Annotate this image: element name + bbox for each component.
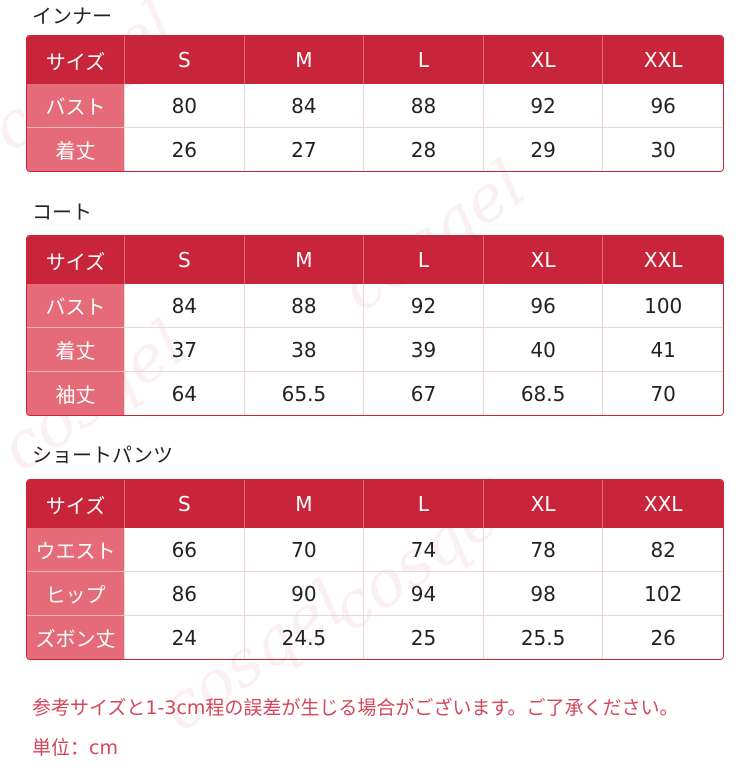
- table-cell: 82: [603, 528, 723, 572]
- row-label: 着丈: [27, 328, 125, 372]
- table-cell: 86: [125, 572, 245, 616]
- table-header-row: サイズ S M L XL XXL: [27, 236, 723, 284]
- table-cell: 92: [364, 284, 484, 328]
- row-label: ヒップ: [27, 572, 125, 616]
- table-cell: 41: [603, 328, 723, 372]
- header-cell: XXL: [603, 480, 723, 528]
- row-label: 着丈: [27, 128, 125, 171]
- table-cell: 94: [364, 572, 484, 616]
- table-cell: 102: [603, 572, 723, 616]
- table-cell: 96: [483, 284, 604, 328]
- header-cell: XL: [483, 236, 604, 284]
- header-cell: M: [244, 36, 365, 84]
- table-row: ズボン丈 24 24.5 25 25.5 26: [27, 616, 723, 659]
- table-cell: 84: [244, 84, 365, 128]
- table-cell: 67: [364, 372, 484, 415]
- table-cell: 70: [244, 528, 365, 572]
- table-cell: 64: [125, 372, 245, 415]
- size-table-inner: サイズ S M L XL XXL バスト 80 84 88 92 96 着丈 2…: [26, 35, 724, 172]
- table-cell: 70: [650, 381, 676, 406]
- header-cell: XXL: [603, 236, 723, 284]
- section-title-shorts: ショートパンツ: [32, 443, 173, 467]
- header-cell: L: [364, 36, 484, 84]
- table-cell: 90: [244, 572, 365, 616]
- header-cell: S: [125, 36, 245, 84]
- section-title-inner: インナー: [32, 4, 112, 28]
- header-cell: M: [244, 236, 365, 284]
- header-cell: XL: [483, 36, 604, 84]
- header-cell: XXL: [603, 36, 723, 84]
- table-cell: 39: [364, 328, 484, 372]
- table-cell: 68.5: [484, 372, 604, 415]
- table-cell: 65.5: [245, 372, 365, 415]
- table-cell: 26: [125, 128, 245, 171]
- table-cell: 66: [125, 528, 245, 572]
- table-cell: 40: [483, 328, 604, 372]
- size-table-coat: サイズ S M L XL XXL バスト 84 88 92 96 100 着丈 …: [26, 235, 724, 416]
- header-cell-size: サイズ: [27, 480, 125, 528]
- row-label: バスト: [27, 284, 125, 328]
- table-cell: 88: [364, 84, 484, 128]
- table-row: 袖丈 64 65.5 67 68.5 70: [27, 372, 723, 415]
- section-title-coat: コート: [32, 200, 92, 224]
- table-row: 着丈 37 38 39 40 41: [27, 328, 723, 372]
- row-label: ウエスト: [27, 528, 125, 572]
- table-row: バスト 84 88 92 96 100: [27, 284, 723, 328]
- table-cell: 30: [650, 137, 676, 162]
- table-cell: 37: [125, 328, 245, 372]
- table-cell: 24.5: [245, 616, 365, 659]
- header-cell: L: [364, 236, 484, 284]
- table-cell: 25.5: [484, 616, 604, 659]
- table-cell: 27: [245, 128, 365, 171]
- table-cell: 38: [244, 328, 365, 372]
- header-cell: S: [125, 480, 245, 528]
- header-cell: L: [364, 480, 484, 528]
- table-cell: 98: [483, 572, 604, 616]
- table-header-row: サイズ S M L XL XXL: [27, 36, 723, 84]
- table-row: ウエスト 66 70 74 78 82: [27, 528, 723, 572]
- table-cell: 92: [483, 84, 604, 128]
- size-table-shorts: サイズ S M L XL XXL ウエスト 66 70 74 78 82 ヒップ…: [26, 479, 724, 660]
- table-cell: 74: [364, 528, 484, 572]
- table-row: バスト 80 84 88 92 96: [27, 84, 723, 128]
- table-cell: 25: [364, 616, 484, 659]
- table-cell: 84: [125, 284, 245, 328]
- table-cell: 24: [125, 616, 245, 659]
- row-label: バスト: [27, 84, 125, 128]
- table-row: ヒップ 86 90 94 98 102: [27, 572, 723, 616]
- row-label: 袖丈: [27, 372, 125, 415]
- header-cell-size: サイズ: [27, 36, 125, 84]
- header-cell-size: サイズ: [27, 236, 125, 284]
- header-cell: XL: [483, 480, 604, 528]
- row-label: ズボン丈: [27, 616, 125, 659]
- table-cell: 28: [364, 128, 484, 171]
- table-row: 着丈 26 27 28 29 30: [27, 128, 723, 171]
- table-cell: 100: [603, 284, 723, 328]
- header-cell: M: [244, 480, 365, 528]
- size-disclaimer: 参考サイズと1-3cm程の誤差が生じる場合がございます。ご了承ください。: [32, 697, 679, 719]
- table-cell: 29: [484, 128, 604, 171]
- table-header-row: サイズ S M L XL XXL: [27, 480, 723, 528]
- table-cell: 96: [603, 84, 723, 128]
- table-cell: 26: [650, 625, 676, 650]
- table-cell: 78: [483, 528, 604, 572]
- table-cell: 88: [244, 284, 365, 328]
- header-cell: S: [125, 236, 245, 284]
- unit-note: 単位：cm: [32, 737, 118, 759]
- table-cell: 80: [125, 84, 245, 128]
